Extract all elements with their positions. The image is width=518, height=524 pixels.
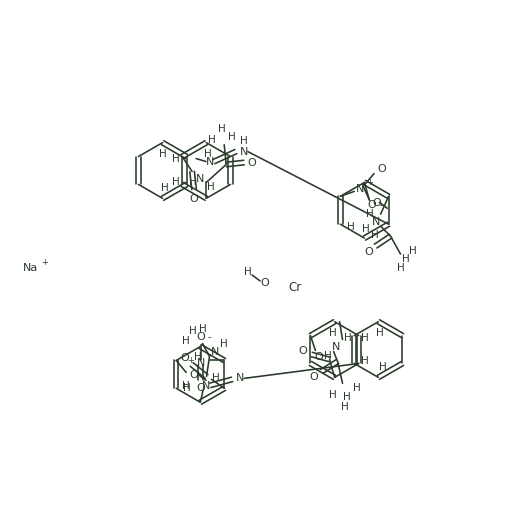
Text: N: N bbox=[240, 147, 248, 157]
Text: H: H bbox=[409, 246, 416, 256]
Text: O: O bbox=[298, 345, 307, 355]
Text: Na: Na bbox=[23, 263, 38, 273]
Text: O: O bbox=[368, 200, 377, 210]
Text: -: - bbox=[379, 200, 383, 210]
Text: H: H bbox=[397, 263, 405, 273]
Text: +: + bbox=[187, 356, 194, 365]
Text: H: H bbox=[183, 384, 191, 394]
Text: H: H bbox=[208, 135, 216, 145]
Text: H: H bbox=[172, 178, 180, 188]
Text: H: H bbox=[366, 209, 373, 219]
Text: O: O bbox=[314, 353, 323, 363]
Text: H: H bbox=[220, 339, 227, 348]
Text: H: H bbox=[207, 182, 215, 192]
Text: Cr: Cr bbox=[288, 281, 301, 294]
Text: N: N bbox=[196, 358, 205, 368]
Text: H: H bbox=[329, 390, 337, 400]
Text: H: H bbox=[218, 124, 226, 134]
Text: +: + bbox=[41, 258, 48, 267]
Text: N: N bbox=[332, 342, 340, 352]
Text: H: H bbox=[189, 178, 197, 188]
Text: H: H bbox=[194, 353, 202, 363]
Text: H: H bbox=[240, 136, 248, 146]
Text: H: H bbox=[228, 132, 236, 141]
Text: H: H bbox=[329, 328, 337, 337]
Text: O: O bbox=[261, 278, 269, 288]
Text: H: H bbox=[161, 183, 168, 193]
Text: H: H bbox=[199, 324, 207, 334]
Text: O: O bbox=[190, 194, 198, 204]
Text: O: O bbox=[364, 247, 373, 257]
Text: H: H bbox=[401, 254, 409, 264]
Text: H: H bbox=[342, 392, 350, 402]
Text: O: O bbox=[248, 158, 256, 168]
Text: +: + bbox=[366, 178, 372, 187]
Text: O: O bbox=[309, 373, 318, 383]
Text: H: H bbox=[244, 267, 252, 277]
Text: O: O bbox=[180, 354, 189, 364]
Text: H: H bbox=[361, 333, 369, 343]
Text: H: H bbox=[377, 328, 384, 337]
Text: O: O bbox=[196, 384, 205, 394]
Text: H: H bbox=[371, 230, 379, 240]
Text: H: H bbox=[353, 384, 361, 394]
Text: H: H bbox=[205, 149, 212, 159]
Text: N: N bbox=[371, 217, 380, 227]
Text: H: H bbox=[380, 363, 387, 373]
Text: H: H bbox=[361, 356, 369, 366]
Text: H: H bbox=[159, 149, 166, 159]
Text: N: N bbox=[206, 157, 214, 167]
Text: H: H bbox=[182, 335, 190, 346]
Text: H: H bbox=[172, 154, 180, 163]
Text: H: H bbox=[348, 222, 355, 232]
Text: N: N bbox=[202, 381, 210, 391]
Text: N: N bbox=[236, 374, 244, 384]
Text: -: - bbox=[208, 332, 211, 342]
Text: H: H bbox=[362, 224, 369, 234]
Text: H: H bbox=[212, 374, 220, 384]
Text: O: O bbox=[378, 165, 386, 174]
Text: H: H bbox=[182, 381, 190, 391]
Text: H: H bbox=[341, 402, 349, 412]
Text: O: O bbox=[372, 198, 381, 209]
Text: H: H bbox=[344, 333, 352, 343]
Text: O: O bbox=[196, 332, 205, 342]
Text: H: H bbox=[324, 351, 332, 361]
Text: N: N bbox=[196, 174, 205, 184]
Text: N: N bbox=[356, 184, 364, 194]
Text: N: N bbox=[211, 346, 220, 356]
Text: H: H bbox=[189, 325, 196, 336]
Text: O: O bbox=[190, 370, 198, 380]
